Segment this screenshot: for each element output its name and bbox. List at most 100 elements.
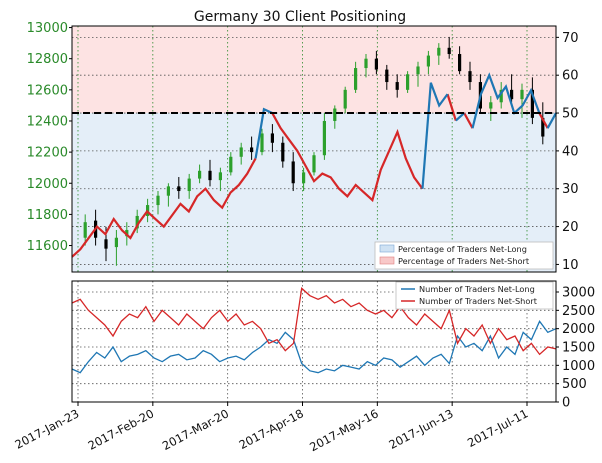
bottom-tick-label: 3000 xyxy=(562,286,595,301)
net-short-line xyxy=(463,112,474,129)
candle-body xyxy=(520,89,524,100)
bottom-tick-label: 2500 xyxy=(562,304,595,319)
candle-body xyxy=(416,66,420,75)
left-tick-label: 11600 xyxy=(27,239,68,254)
candle-body xyxy=(364,58,368,69)
candle-body xyxy=(260,133,264,153)
right-tick-label: 30 xyxy=(562,182,579,197)
left-tick-label: 12600 xyxy=(27,83,68,98)
net-long-line xyxy=(546,112,557,129)
candle-body xyxy=(385,69,389,83)
candle-body xyxy=(135,215,139,229)
candle-body xyxy=(198,170,202,179)
legend-label-long-count: Number of Traders Net-Long xyxy=(419,284,535,294)
candle-body xyxy=(281,142,285,162)
bottom-tick-label: 2000 xyxy=(562,322,595,337)
candle-body xyxy=(239,147,243,157)
right-tick-label: 60 xyxy=(562,69,579,84)
candle-body xyxy=(354,68,358,90)
net-long-line xyxy=(455,112,465,122)
bottom-tick-label: 1500 xyxy=(562,341,595,356)
net-short-area xyxy=(72,26,556,114)
candle-body xyxy=(114,237,118,248)
x-tick-label: 2017-Mar-20 xyxy=(160,406,231,453)
net-short-line xyxy=(538,112,549,129)
bottom-legend: Number of Traders Net-Long Number of Trad… xyxy=(395,281,554,310)
candle-body xyxy=(302,172,306,184)
candle-body xyxy=(250,147,254,153)
legend-label-short-count: Number of Traders Net-Short xyxy=(419,296,538,306)
x-tick-label: 2017-Feb-20 xyxy=(86,406,157,452)
candle-body xyxy=(447,47,451,55)
x-tick-label: 2017-Jun-13 xyxy=(386,406,455,452)
right-tick-label: 10 xyxy=(562,258,579,273)
candle-body xyxy=(218,172,222,181)
candle-body xyxy=(156,195,160,206)
candle-body xyxy=(530,89,534,118)
net-short-count-line xyxy=(71,287,557,356)
candle-body xyxy=(291,161,295,184)
right-tick-label: 20 xyxy=(562,220,579,235)
bottom-tick-label: 1000 xyxy=(562,359,595,374)
x-tick-label: 2017-May-16 xyxy=(307,406,380,454)
candle-body xyxy=(489,102,493,109)
legend-label-long: Percentage of Traders Net-Long xyxy=(398,244,527,254)
bottom-tick-label: 0 xyxy=(562,396,570,411)
candle-body xyxy=(437,47,441,56)
candle-body xyxy=(208,170,212,181)
chart-title: Germany 30 Client Positioning xyxy=(194,9,406,25)
legend-swatch-long xyxy=(379,244,395,253)
top-legend: Percentage of Traders Net-Long Percentage… xyxy=(374,241,554,270)
net-short-line xyxy=(446,93,457,121)
bottom-tick-label: 500 xyxy=(562,377,587,392)
left-tick-label: 12400 xyxy=(27,114,68,129)
net-short-line xyxy=(71,157,257,258)
net-long-line xyxy=(471,72,541,129)
candle-body xyxy=(322,120,326,156)
x-tick-label: 2017-Apr-18 xyxy=(237,406,306,452)
bottom-legend-box xyxy=(395,281,554,310)
net-long-count-line xyxy=(71,320,557,374)
candle-body xyxy=(125,229,129,237)
top-panel: 11600 11800 12000 12200 12400 12600 12800 13000… xyxy=(27,21,579,273)
candle-body xyxy=(177,186,181,192)
legend-swatch-short xyxy=(379,256,395,265)
net-long-line xyxy=(421,82,449,189)
candle-body xyxy=(374,58,378,70)
x-tick-label: 2017-Jul-11 xyxy=(465,406,530,450)
candle-body xyxy=(312,155,316,173)
candle-body xyxy=(83,222,87,238)
bottom-frame xyxy=(71,280,557,403)
legend-label-short: Percentage of Traders Net-Short xyxy=(398,256,530,266)
candle-body xyxy=(270,133,274,143)
candle-body xyxy=(458,54,462,72)
candle-body xyxy=(333,108,337,121)
left-tick-label: 13000 xyxy=(27,21,68,36)
right-tick-label: 70 xyxy=(562,31,579,46)
left-tick-label: 12200 xyxy=(27,146,68,161)
net-long-line xyxy=(254,107,273,159)
candle-body xyxy=(426,55,430,67)
candle-body xyxy=(166,186,170,196)
left-tick-label: 12000 xyxy=(27,177,68,192)
candle-body xyxy=(541,117,545,137)
candle-body xyxy=(395,82,399,90)
bottom-panel: 0 500 1000 1500 2000 2500 3000 Number of Trader… xyxy=(71,280,595,411)
candle-body xyxy=(229,156,233,173)
top-frame xyxy=(71,25,557,273)
candle-body xyxy=(104,239,108,249)
candle-body xyxy=(468,71,472,83)
candle-body xyxy=(499,89,503,103)
right-tick-label: 50 xyxy=(562,107,579,122)
left-tick-label: 11800 xyxy=(27,208,68,223)
left-tick-label: 12800 xyxy=(27,52,68,67)
x-tick-label: 2017-Jan-23 xyxy=(13,406,82,451)
candle-body xyxy=(406,74,410,90)
top-legend-box xyxy=(374,241,554,270)
right-tick-label: 40 xyxy=(562,144,579,159)
candle-body xyxy=(187,178,191,192)
x-axis: 2017-Jan-23 2017-Feb-20 2017-Mar-20 2017-Ap… xyxy=(13,402,530,454)
candle-body xyxy=(510,89,514,100)
